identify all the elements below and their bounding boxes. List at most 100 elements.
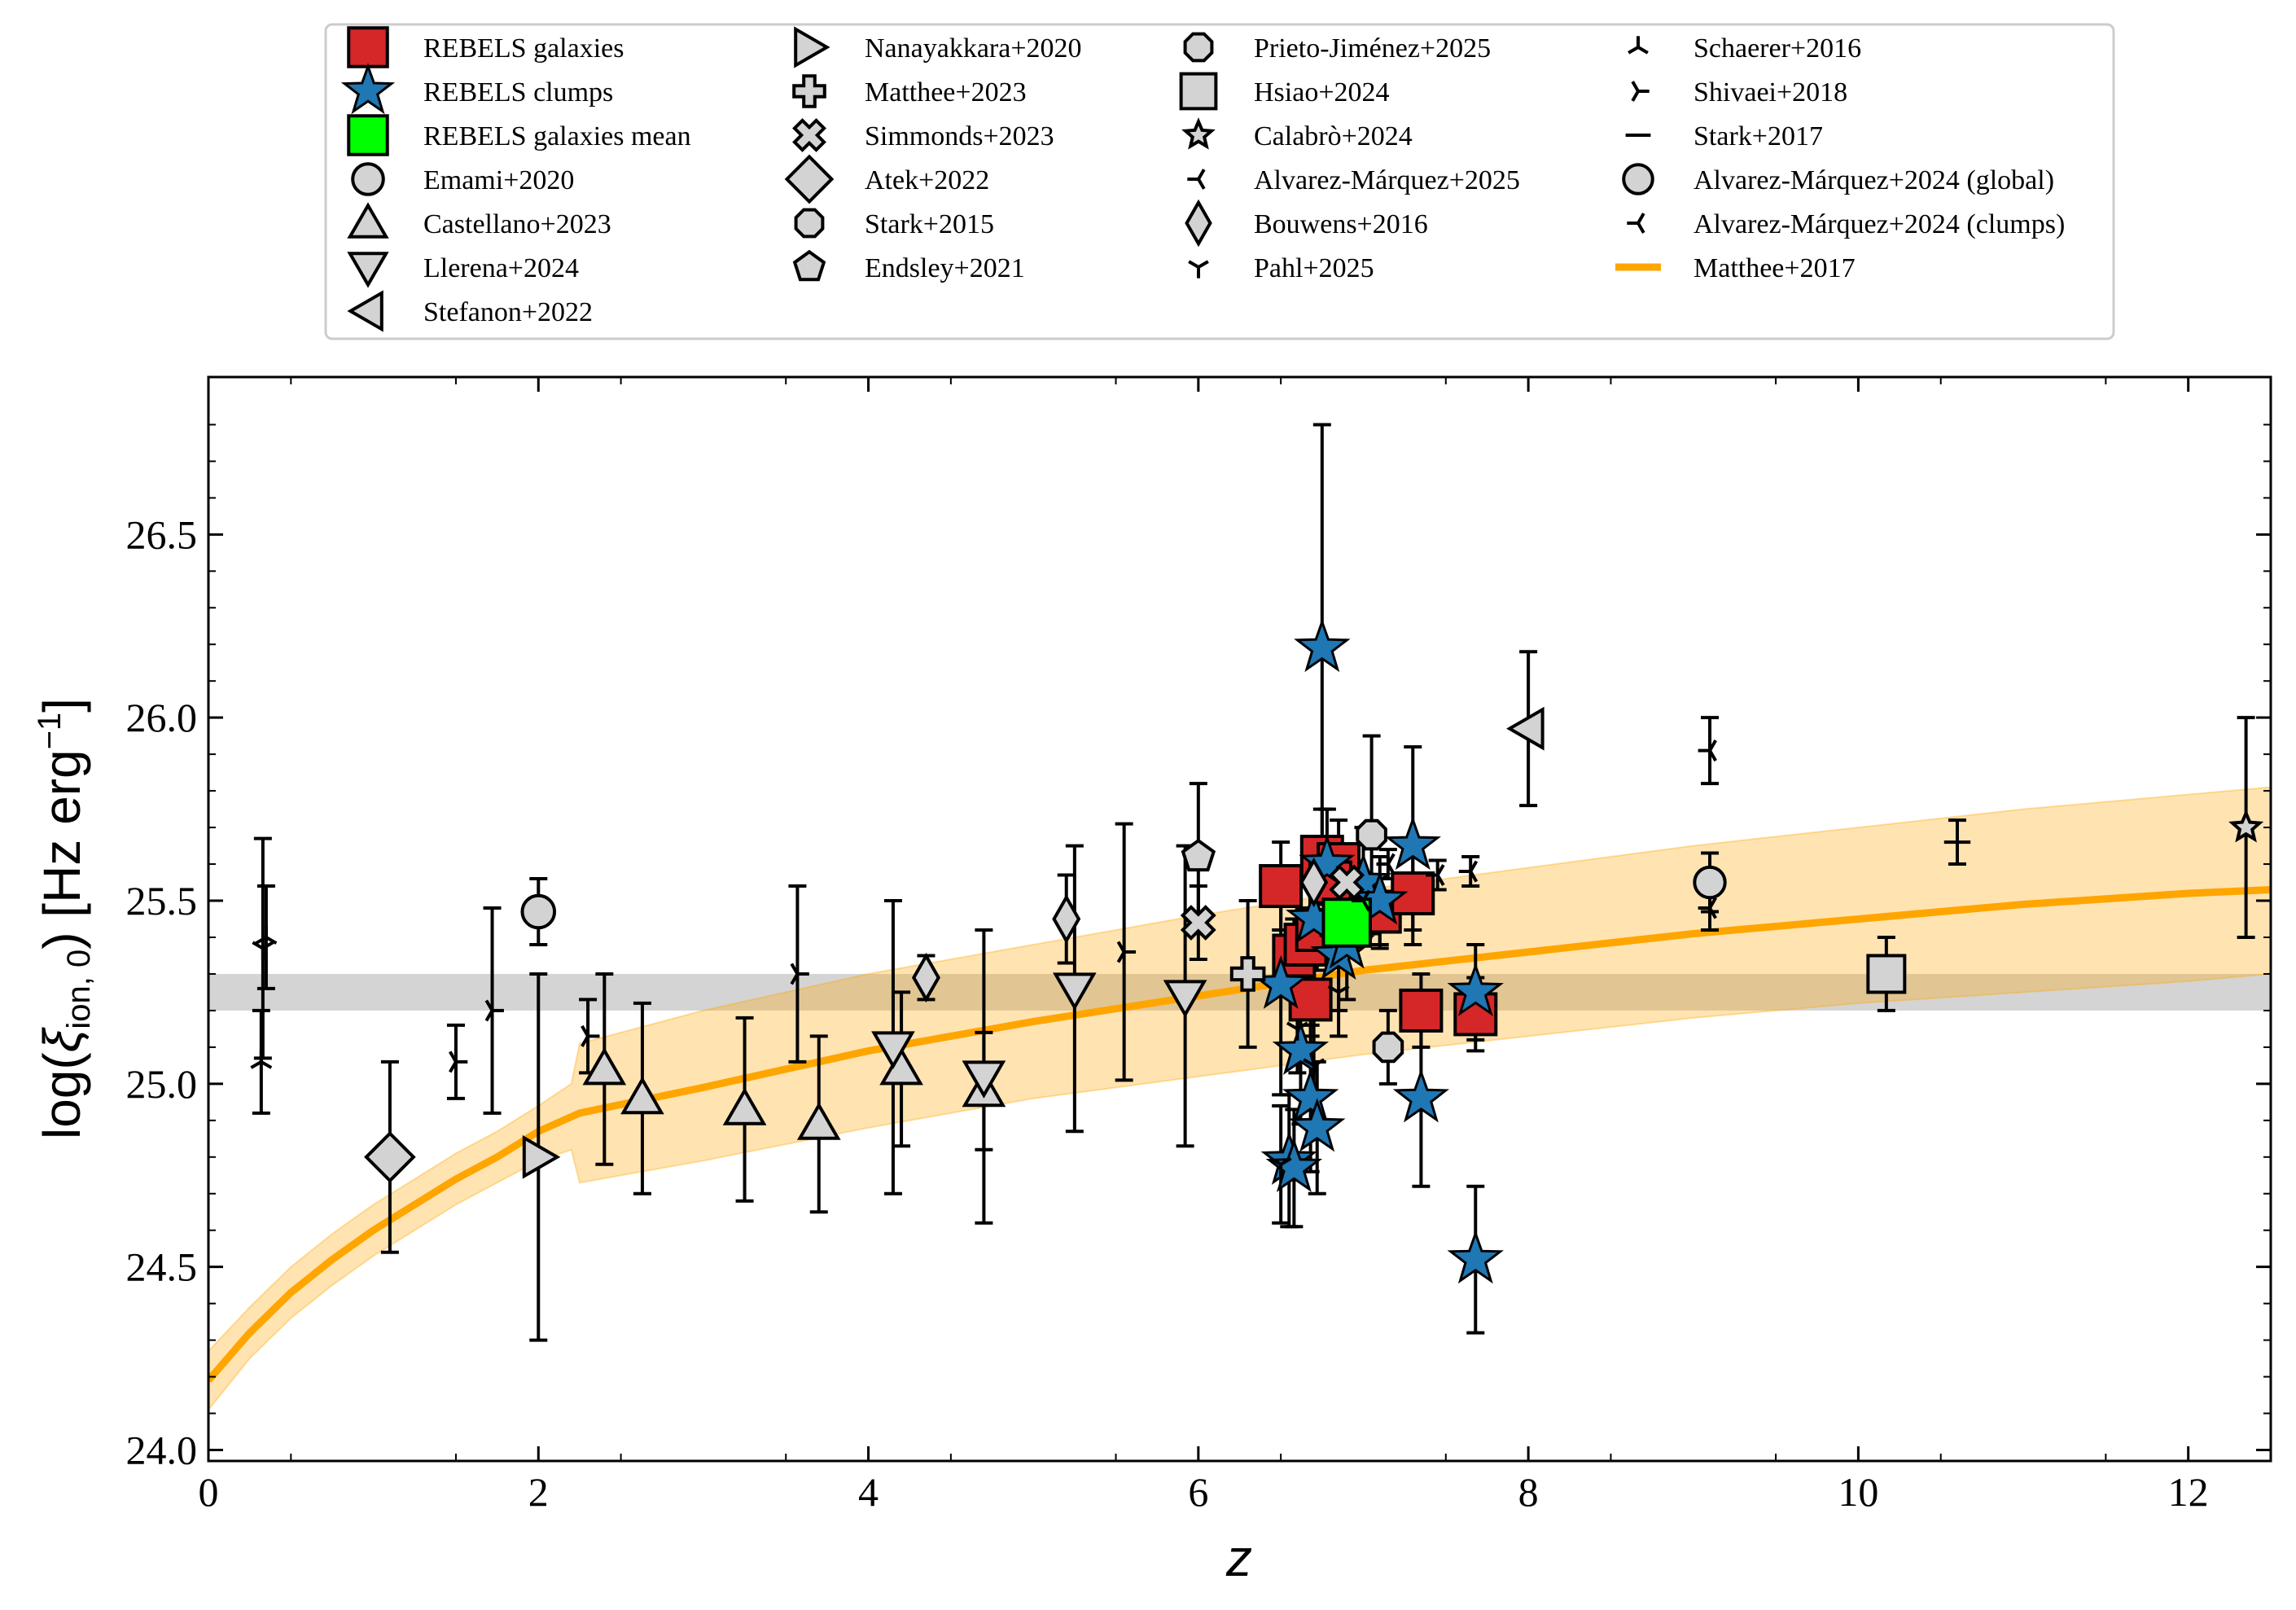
point-llerena-2024 [962,1060,1006,1099]
legend-marker-hsiao-2024 [1179,72,1218,111]
point-rebels-clumps [1289,1098,1346,1152]
point-calabr-2024 [2228,809,2264,843]
legend-label: Simmonds+2023 [865,121,1054,151]
point-alvarez-m-rquez-2024-clumps-arm [1708,749,1717,762]
point-pahl-2025-arm [1280,1156,1292,1166]
point-alvarez-m-rquez-2024-clumps-arm [1708,897,1717,910]
point-shivaei-2018-arm [484,1009,494,1022]
point-castellano-2023 [582,1046,627,1086]
point-nanayakkara-2020 [522,1134,561,1179]
legend-marker-stark-2015 [794,208,825,239]
y-tick-label: 25.5 [126,878,198,923]
legend-label: Matthee+2023 [865,77,1027,107]
legend-entry-stark-2015: Stark+2015 [794,208,994,239]
legend-label: REBELS galaxies [423,33,624,64]
legend-entry-atek-2022: Atek+2022 [784,154,989,204]
point-simmonds-2023 [1180,905,1216,941]
y-tick-label: 24.0 [126,1428,198,1473]
point-alvarez-m-rquez-2025-arm [1361,900,1371,912]
x-tick-label: 10 [1838,1469,1878,1515]
point-rebels-galaxies [1288,977,1333,1022]
legend-label: Matthee+2017 [1694,253,1856,283]
y-title-xi: ξ [33,1027,91,1052]
legend-entry-emami-2020: Emami+2020 [351,162,574,196]
legend-entry-alvarez-m-rquez-2025: Alvarez-Márquez+2025 [1187,165,1520,195]
x-tick-label: 0 [199,1469,219,1515]
legend-marker-shivaei-2018-arm [1631,81,1640,92]
point-shivaei-2018-arm [1116,950,1126,963]
legend-marker-stefanon-2022 [347,290,383,332]
plot-frame [207,375,2272,1463]
legend-entry-shivaei-2018: Shivaei+2018 [1631,77,1847,107]
legend-entry-bouwens-2016: Bouwens+2016 [1185,199,1428,248]
plot-area: 0 2 4 6 8 10 12 24.0 24.5 25.0 25.5 26.0 26.5 [126,375,2272,1515]
point-stefanon-2022 [1506,706,1545,751]
legend-entry-rebels-galaxies: REBELS galaxies [347,26,624,68]
point-pahl-2025-arm [252,941,264,950]
legend-marker-alvarez-m-rquez-2024-clumps-arm [1637,213,1645,224]
point-alvarez-m-rquez-2025-arm [1387,863,1396,875]
legend-marker-rebels-galaxies [347,26,389,68]
point-shivaei-2018-arm [581,1035,589,1047]
point-alvarez-m-rquez-2025-arm [1435,864,1445,876]
point-matthee-2023 [1229,956,1266,992]
legend-label: Llerena+2024 [423,253,579,283]
legend-entry-calabr-2024: Calabrò+2024 [1181,117,1413,151]
legend-marker-endsley-2021 [792,249,826,282]
y-tick-label: 26.0 [126,695,198,740]
point-shivaei-2018-arm [449,1060,458,1073]
point-alvarez-m-rquez-2025-arm [1469,860,1479,873]
legend-label: Shivaei+2018 [1694,77,1847,107]
legend-marker-shivaei-2018-arm [1631,90,1640,102]
legend-frame [324,23,2115,340]
legend-marker-simmonds-2023 [792,118,826,152]
legend-label: Nanayakkara+2020 [865,33,1082,64]
point-llerena-2024 [871,1031,915,1069]
legend-marker-alvarez-m-rquez-2025-arm [1197,178,1206,190]
y-title-pre: log( [33,1052,91,1139]
point-alvarez-m-rquez-2025-arm [1387,853,1396,866]
point-bouwens-2016 [911,952,940,1003]
legend-entry-endsley-2021: Endsley+2021 [792,249,1025,283]
legend-marker-atek-2022 [784,154,835,204]
point-shivaei-2018-arm [484,999,494,1011]
point-pahl-2025-arm [1327,985,1340,994]
legend-entry-simmonds-2023: Simmonds+2023 [792,118,1054,152]
point-shivaei-2018-arm [449,1051,458,1063]
point-alvarez-m-rquez-2025-arm [1469,871,1479,883]
point-shivaei-2018-arm [1116,941,1126,953]
legend-label: Prieto-Jiménez+2025 [1254,33,1491,64]
x-tick-label: 12 [2168,1469,2209,1515]
legend-label: Alvarez-Márquez+2024 (clumps) [1694,209,2065,239]
legend-label: Castellano+2023 [423,209,611,239]
point-pahl-2025-arm [261,941,274,950]
legend-entry-nanayakkara-2020: Nanayakkara+2020 [794,26,1082,68]
legend-marker-alvarez-m-rquez-2024-clumps-arm [1637,222,1645,234]
y-tick-label: 25.0 [126,1061,198,1107]
point-rebels-clumps [1384,816,1441,871]
legend-entry-pahl-2025: Pahl+2025 [1188,253,1374,283]
legend-marker-prieto-jim-nez-2025 [1183,32,1214,63]
legend-marker-calabr-2024 [1181,117,1216,150]
legend-entry-rebels-galaxies-mean: REBELS galaxies mean [347,114,691,156]
point-alvarez-m-rquez-2024-clumps-arm [1708,739,1717,752]
point-pahl-2025-arm [1269,1156,1282,1166]
legend-marker-schaerer-2016-arm [1628,46,1640,55]
point-simmonds-2023 [1329,864,1365,901]
legend-label: REBELS clumps [423,77,613,107]
legend-entry-rebels-clumps: REBELS clumps [340,63,613,115]
point-rebels-clumps [1299,834,1356,888]
point-alvarez-m-rquez-2024-clumps-arm [1708,907,1717,919]
point-castellano-2023 [620,1076,664,1115]
legend-label: Alvarez-Márquez+2025 [1254,165,1520,195]
point-castellano-2023 [796,1102,841,1140]
point-endsley-2021 [1181,838,1216,872]
y-title-mid: ) [Hz erg [33,749,91,949]
legend-entry-matthee-2023: Matthee+2023 [792,74,1027,108]
y-title-sup: −1 [32,713,68,750]
legend-marker-llerena-2024 [347,252,389,288]
x-tick-label: 4 [858,1469,879,1515]
legend-label: Schaerer+2016 [1694,33,1861,64]
point-alvarez-m-rquez-2025-arm [1361,889,1371,902]
x-axis-title: z [1225,1529,1252,1587]
